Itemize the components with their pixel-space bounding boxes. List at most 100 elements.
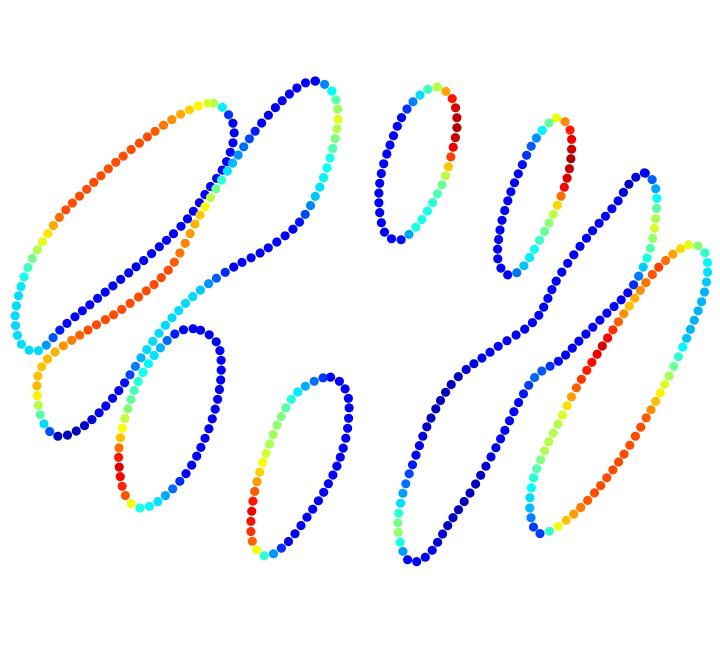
scatter-point xyxy=(375,178,385,188)
scatter-point xyxy=(41,340,51,350)
scatter-point xyxy=(553,356,564,366)
scatter-point xyxy=(518,389,529,399)
scatter-point xyxy=(283,536,294,547)
scatter-point xyxy=(420,552,430,562)
scatter-point xyxy=(196,442,206,452)
scatter-point xyxy=(176,109,186,119)
scatter-point xyxy=(682,333,692,343)
scatter-point xyxy=(62,430,73,440)
scatter-point xyxy=(537,366,547,376)
scatter-point xyxy=(582,365,592,375)
scatter-point xyxy=(176,221,186,231)
points-layer xyxy=(10,76,713,567)
scatter-point xyxy=(497,215,507,225)
scatter-point xyxy=(228,138,238,148)
scatter-point xyxy=(48,333,58,343)
scatter-point xyxy=(263,243,273,253)
scatter-point xyxy=(496,434,506,444)
loop-1 xyxy=(10,98,239,356)
scatter-point xyxy=(685,324,696,334)
scatter-point xyxy=(564,164,575,174)
scatter-point xyxy=(684,240,694,250)
scatter-point xyxy=(500,205,510,216)
scatter-point xyxy=(181,469,191,479)
scatter-point xyxy=(117,304,127,314)
scatter-point xyxy=(174,305,184,316)
scatter-point xyxy=(272,420,282,430)
scatter-point xyxy=(74,191,85,201)
scatter-point xyxy=(91,320,102,330)
scatter-point xyxy=(222,166,232,176)
scatter-point xyxy=(195,210,205,220)
scatter-point xyxy=(334,376,344,386)
scatter-point xyxy=(210,404,220,414)
scatter-point xyxy=(131,262,141,272)
scatter-point xyxy=(376,218,386,228)
scatter-point xyxy=(184,105,194,115)
scatter-point xyxy=(120,490,130,501)
scatter-point xyxy=(393,527,403,538)
scatter-point xyxy=(446,152,456,162)
scatter-point xyxy=(485,347,495,357)
scatter-point xyxy=(537,125,547,135)
scatter-point xyxy=(403,555,413,565)
scatter-point xyxy=(553,521,563,531)
scatter-point xyxy=(100,287,110,297)
scatter-point xyxy=(525,503,535,513)
scatter-point xyxy=(318,373,328,383)
scatter-point xyxy=(255,467,265,477)
scatter-point xyxy=(551,276,561,286)
scatter-point xyxy=(37,237,48,247)
scatter-point xyxy=(676,244,686,254)
scatter-point xyxy=(559,182,569,192)
scatter-point xyxy=(239,142,249,152)
scatter-point xyxy=(204,279,214,289)
scatter-point xyxy=(268,549,279,559)
scatter-point xyxy=(609,301,619,312)
scatter-point xyxy=(432,189,442,199)
scatter-point xyxy=(548,209,558,219)
scatter-point xyxy=(248,496,258,506)
scatter-point xyxy=(82,184,92,194)
scatter-point xyxy=(446,379,456,390)
scatter-point xyxy=(561,350,571,360)
scatter-point xyxy=(344,413,354,423)
scatter-point xyxy=(408,97,418,107)
scatter-point xyxy=(592,349,602,359)
scatter-point xyxy=(545,361,555,371)
scatter-point xyxy=(574,336,584,346)
scatter-point xyxy=(651,396,661,406)
scatter-point xyxy=(642,253,652,263)
scatter-point xyxy=(417,214,427,225)
scatter-point xyxy=(401,479,411,489)
scatter-point xyxy=(557,410,568,420)
scatter-point xyxy=(204,424,214,434)
scatter-point xyxy=(115,433,125,443)
scatter-point xyxy=(494,234,504,245)
scatter-point xyxy=(96,171,106,181)
scatter-point xyxy=(629,280,639,290)
scatter-point xyxy=(141,286,151,296)
scatter-point xyxy=(602,308,612,318)
scatter-point xyxy=(426,413,436,423)
scatter-point xyxy=(170,329,180,339)
scatter-point xyxy=(123,404,133,414)
scatter-point xyxy=(23,263,33,273)
scatter-point xyxy=(504,416,515,426)
scatter-point xyxy=(205,192,216,203)
scatter-point xyxy=(258,457,268,467)
scatter-point xyxy=(42,354,53,364)
scatter-point xyxy=(39,419,49,429)
scatter-point xyxy=(700,248,710,258)
scatter-point xyxy=(160,320,170,330)
scatter-point xyxy=(476,470,486,480)
scatter-point xyxy=(563,258,573,268)
scatter-point xyxy=(517,160,528,170)
scatter-point xyxy=(651,184,661,194)
scatter-point xyxy=(646,405,656,415)
scatter-point xyxy=(109,310,119,320)
scatter-point xyxy=(192,451,202,461)
scatter-point xyxy=(393,518,403,528)
scatter-point xyxy=(259,551,269,561)
scatter-point xyxy=(624,179,634,189)
